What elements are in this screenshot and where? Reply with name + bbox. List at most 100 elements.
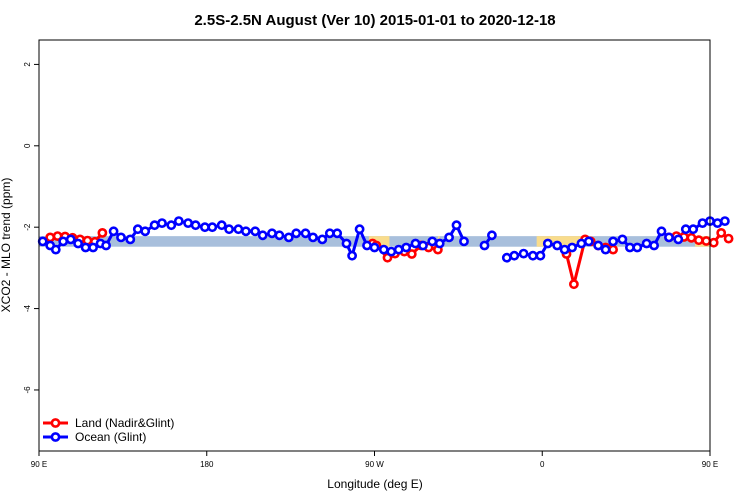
ocean-point-43 (378, 244, 389, 255)
ocean-point-9 (101, 240, 111, 251)
ocean-point-26 (240, 226, 251, 237)
ocean-point-69 (608, 236, 618, 247)
ocean-point-51 (444, 232, 454, 243)
land-point-0 (45, 232, 56, 243)
ocean-point-33 (300, 228, 311, 239)
y-axis: -6 -4 -2 0 2 (23, 62, 39, 394)
ocean-point-25 (233, 224, 244, 235)
ocean-point-45 (393, 244, 404, 255)
ocean-point-75 (656, 226, 667, 237)
ocean-point-24 (224, 224, 234, 235)
ocean-point-48 (418, 240, 428, 251)
ocean-point-17 (166, 220, 177, 231)
ocean-point-58 (518, 248, 529, 259)
ocean-point-18 (173, 216, 184, 226)
ocean-point-83 (720, 216, 730, 226)
ocean-point-38 (341, 238, 352, 249)
ocean-point-73 (641, 238, 652, 249)
land-band-0 (368, 236, 390, 247)
ocean-point-56 (501, 252, 512, 263)
legend-label-0: Land (Nadir&Glint) (75, 416, 174, 430)
ocean-point-5 (73, 238, 83, 249)
ocean-point-32 (291, 228, 302, 239)
ocean-point-40 (354, 224, 365, 235)
chart-title: 2.5S-2.5N August (Ver 10) 2015-01-01 to … (194, 12, 555, 29)
legend-swatch-marker-0 (50, 418, 61, 428)
ocean-point-50 (434, 238, 445, 249)
land-point-13 (406, 249, 417, 259)
land-point-18 (569, 279, 579, 290)
ocean-point-27 (250, 226, 261, 237)
ocean-point-34 (308, 232, 318, 243)
legend-label-1: Ocean (Glint) (75, 430, 146, 444)
ocean-point-6 (80, 242, 91, 253)
ocean-point-41 (362, 240, 372, 251)
x-tick-label-4: 90 E (702, 460, 718, 469)
ocean-point-47 (410, 238, 421, 249)
ocean-point-62 (552, 240, 563, 251)
ocean-point-14 (140, 226, 151, 237)
y-tick-label-3: 0 (23, 143, 32, 148)
ocean-point-35 (317, 234, 328, 245)
ocean-point-19 (183, 218, 193, 228)
ocean-point-70 (617, 234, 628, 245)
ocean-point-37 (332, 228, 343, 239)
legend-swatch-marker-1 (50, 432, 61, 442)
series-points (37, 216, 734, 290)
ocean-point-76 (664, 232, 674, 243)
ocean-point-80 (697, 218, 708, 228)
ocean-point-53 (459, 236, 469, 247)
ocean-point-55 (486, 230, 497, 241)
ocean-point-77 (673, 234, 684, 245)
land-point-7 (97, 227, 108, 238)
ocean-point-29 (267, 228, 277, 239)
ocean-point-30 (274, 230, 285, 241)
ocean-point-66 (583, 236, 594, 247)
ocean-point-61 (542, 238, 553, 249)
ocean-point-57 (509, 250, 520, 261)
x-tick-label-0: 90 E (31, 460, 47, 469)
land-point-31 (716, 227, 727, 238)
land-band-2 (536, 236, 584, 247)
ocean-point-28 (257, 230, 268, 241)
legend: Land (Nadir&Glint)Ocean (Glint) (43, 416, 174, 444)
land-point-23 (608, 244, 618, 255)
x-tick-label-2: 90 W (365, 460, 384, 469)
ocean-point-11 (116, 232, 126, 243)
x-tick-label-1: 180 (200, 460, 214, 469)
ocean-point-63 (559, 244, 570, 255)
x-axis: 90 E 180 90 W 0 90 E (31, 451, 718, 469)
ocean-point-44 (386, 246, 397, 257)
legend-entry-1: Ocean (Glint) (43, 430, 146, 444)
ocean-point-12 (125, 234, 136, 245)
ocean-point-31 (283, 232, 294, 243)
land-point-29 (701, 236, 712, 246)
ocean-point-60 (535, 250, 546, 261)
y-axis-label: XCO2 - MLO trend (ppm) (0, 178, 13, 313)
ocean-point-20 (190, 220, 201, 231)
ocean-point-4 (65, 234, 76, 245)
y-tick-label-4: 2 (23, 62, 32, 67)
ocean-point-59 (528, 250, 538, 261)
ocean-point-39 (347, 250, 357, 261)
ocean-point-64 (567, 242, 577, 253)
ocean-point-3 (58, 236, 69, 247)
x-tick-label-3: 0 (540, 460, 545, 469)
ocean-point-67 (593, 240, 604, 251)
land-point-30 (708, 237, 719, 248)
ocean-point-82 (712, 218, 723, 228)
ocean-point-0 (37, 236, 48, 247)
ocean-point-22 (207, 222, 218, 233)
ocean-point-74 (649, 240, 659, 251)
y-tick-label-2: -2 (23, 223, 32, 231)
ocean-point-10 (108, 226, 119, 237)
ocean-point-23 (216, 220, 227, 231)
land-point-32 (723, 233, 734, 244)
ocean-point-72 (632, 242, 643, 253)
ocean-point-2 (50, 244, 61, 255)
y-tick-label-0: -6 (23, 386, 32, 394)
ocean-point-52 (451, 220, 462, 231)
ocean-point-7 (88, 242, 98, 253)
land-point-28 (693, 235, 704, 246)
